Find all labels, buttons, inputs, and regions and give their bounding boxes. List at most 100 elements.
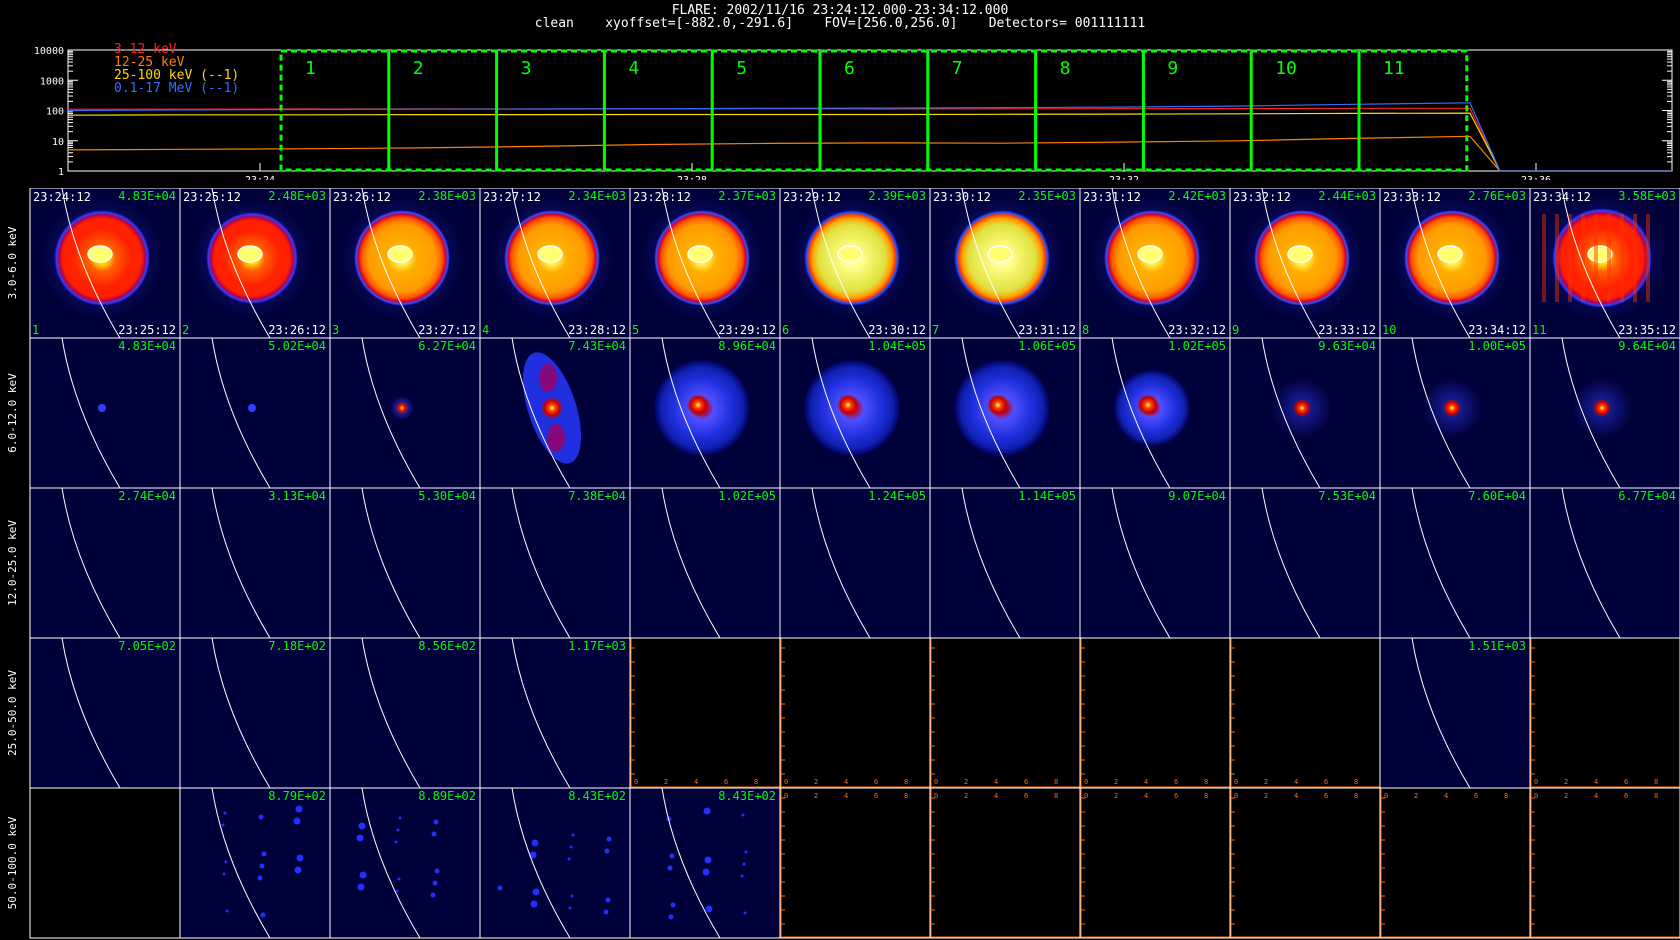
image-cell: 0 2 4 6 8 bbox=[1529, 637, 1680, 789]
source-core bbox=[987, 245, 1013, 263]
noise-speck bbox=[433, 819, 439, 825]
image-cell: 0 2 4 6 8 bbox=[1079, 787, 1231, 939]
max-value-label: 7.38E+04 bbox=[568, 489, 626, 503]
max-value-label: 2.34E+03 bbox=[568, 189, 626, 203]
limb-line bbox=[1261, 337, 1321, 489]
image-cell: 8.79E+02 bbox=[179, 787, 331, 939]
max-value-label: 9.64E+04 bbox=[1618, 339, 1676, 353]
cell-background bbox=[180, 488, 330, 638]
image-cell: 9.64E+04 bbox=[1529, 337, 1680, 489]
noise-speck bbox=[359, 871, 367, 879]
source-core bbox=[837, 245, 863, 263]
interval-number: 10 bbox=[1382, 323, 1396, 337]
image-cell: 2.74E+04 bbox=[29, 487, 181, 639]
source-core bbox=[248, 404, 256, 412]
limb-line bbox=[1561, 188, 1621, 339]
interval-label: 3 bbox=[521, 58, 532, 79]
image-cell: 7.60E+04 bbox=[1379, 487, 1531, 639]
noise-speck bbox=[705, 905, 713, 913]
image-cell: 1.02E+05 bbox=[1079, 337, 1231, 489]
noise-speck bbox=[223, 811, 227, 815]
image-cell: 0 2 4 6 8 bbox=[1079, 637, 1231, 789]
interval-label: 2 bbox=[413, 58, 424, 79]
image-cell: 4.83E+04 bbox=[29, 337, 181, 489]
image-cell: 0 2 4 6 8 bbox=[629, 637, 781, 789]
source-core bbox=[387, 245, 413, 263]
max-value-label: 3.58E+03 bbox=[1618, 189, 1676, 203]
image-cell: 2.48E+03 23:25:12 23:26:12 2 bbox=[179, 188, 331, 339]
start-time-label: 23:33:12 bbox=[1383, 190, 1441, 204]
source-core bbox=[87, 245, 113, 263]
noise-speck bbox=[530, 900, 538, 908]
figure-subtitle: clean xyoffset=[-882.0,-291.6] FOV=[256.… bbox=[534, 16, 1146, 31]
legend-entry: 3-12 keV bbox=[114, 42, 177, 57]
limb-line bbox=[1111, 487, 1171, 639]
interval-label: 8 bbox=[1060, 58, 1071, 79]
empty-axis-tick-label: 6 bbox=[1174, 778, 1178, 786]
source-core bbox=[687, 394, 709, 416]
interval-number: 7 bbox=[932, 323, 939, 337]
source-core bbox=[396, 402, 408, 414]
limb-line bbox=[211, 188, 271, 339]
max-value-label: 8.96E+04 bbox=[718, 339, 776, 353]
image-cell: 7.38E+04 bbox=[479, 487, 631, 639]
image-cell: 9.63E+04 bbox=[1229, 337, 1381, 489]
series-line bbox=[67, 112, 1672, 172]
cell-background bbox=[930, 788, 1080, 938]
limb-line bbox=[811, 487, 871, 639]
limb-line bbox=[361, 337, 421, 489]
empty-axis-tick-label: 6 bbox=[874, 792, 878, 800]
limb-line bbox=[61, 637, 121, 789]
limb-line bbox=[1261, 487, 1321, 639]
empty-axis-tick-label: 4 bbox=[1594, 792, 1598, 800]
image-cell: 2.76E+03 23:33:12 23:34:12 10 bbox=[1379, 188, 1531, 339]
noise-speck bbox=[397, 877, 401, 881]
empty-axis-tick-label: 0 bbox=[784, 792, 788, 800]
image-cell: 2.35E+03 23:30:12 23:31:12 7 bbox=[929, 188, 1081, 339]
empty-axis-tick-label: 4 bbox=[1294, 792, 1298, 800]
limb-line bbox=[511, 787, 571, 939]
max-value-label: 1.51E+03 bbox=[1468, 639, 1526, 653]
noise-speck bbox=[667, 865, 673, 871]
noise-speck bbox=[259, 863, 265, 869]
noise-speck bbox=[704, 856, 712, 864]
empty-axis-tick-label: 0 bbox=[1384, 792, 1388, 800]
source-core bbox=[1443, 399, 1461, 417]
max-value-label: 1.04E+05 bbox=[868, 339, 926, 353]
source-core bbox=[98, 404, 106, 412]
interval-number: 9 bbox=[1232, 323, 1239, 337]
start-time-label: 23:24:12 bbox=[33, 190, 91, 204]
image-cell: 1.24E+05 bbox=[779, 487, 931, 639]
cell-background bbox=[1080, 488, 1230, 638]
limb-line bbox=[1411, 337, 1471, 489]
limb-line bbox=[961, 337, 1021, 489]
empty-axis-tick-label: 0 bbox=[634, 778, 638, 786]
source-core bbox=[837, 394, 859, 416]
max-value-label: 8.89E+02 bbox=[418, 789, 476, 803]
x-tick-label: 23:28 bbox=[677, 175, 707, 180]
max-value-label: 1.24E+05 bbox=[868, 489, 926, 503]
noise-speck bbox=[395, 889, 399, 893]
image-cell: 2.42E+03 23:31:12 23:32:12 8 bbox=[1079, 188, 1231, 339]
limb-line bbox=[1561, 487, 1621, 639]
noise-speck bbox=[261, 851, 267, 857]
image-cell: 5.30E+04 bbox=[329, 487, 481, 639]
source-core bbox=[237, 245, 263, 263]
energy-band-label: 25.0-50.0 keV bbox=[6, 670, 19, 756]
noise-speck bbox=[744, 850, 748, 854]
interval-number: 11 bbox=[1532, 323, 1546, 337]
source-core bbox=[1437, 245, 1463, 263]
limb-line bbox=[511, 337, 571, 489]
interval-label: 11 bbox=[1383, 58, 1405, 79]
cell-background bbox=[1230, 788, 1380, 938]
image-cell: 1.14E+05 bbox=[929, 487, 1081, 639]
empty-axis-tick-label: 0 bbox=[784, 778, 788, 786]
empty-axis-tick-label: 4 bbox=[994, 792, 998, 800]
series-line bbox=[68, 107, 1672, 172]
legend-entry: 0.1-17 MeV (--1) bbox=[114, 81, 239, 96]
cell-background bbox=[1380, 788, 1530, 938]
cell-background bbox=[1530, 788, 1680, 938]
start-time-label: 23:30:12 bbox=[933, 190, 991, 204]
empty-axis-tick-label: 8 bbox=[904, 792, 908, 800]
image-cell: 0 2 4 6 8 bbox=[1229, 637, 1381, 789]
